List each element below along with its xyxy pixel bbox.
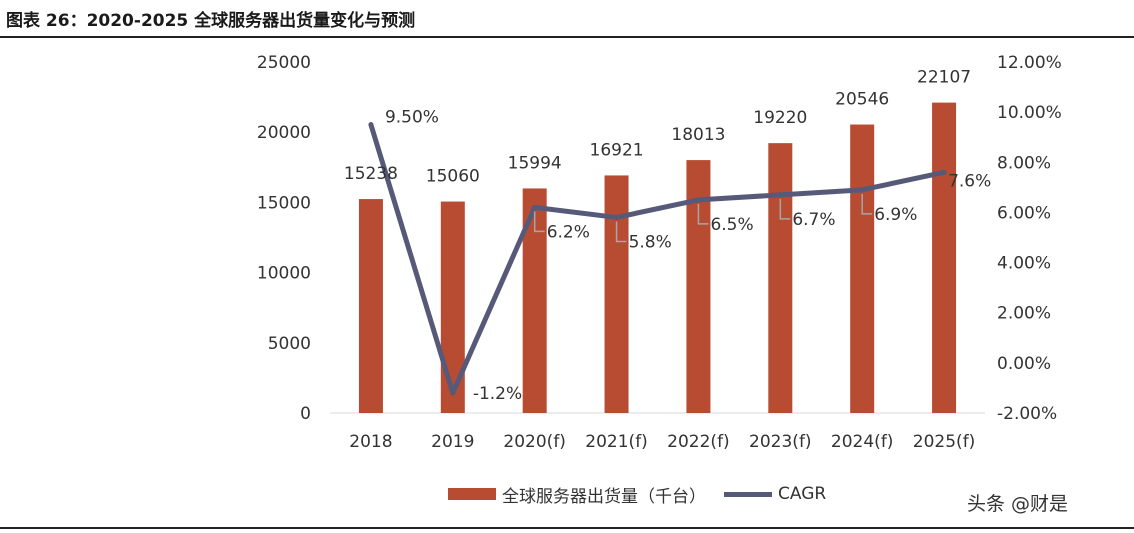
cagr-point [695,197,701,203]
cagr-line [368,122,947,396]
bar [932,102,957,413]
right-axis-tick-label: 6.00% [997,203,1051,223]
x-axis-tick-label: 2019 [431,432,474,452]
label-leader-line [615,221,627,243]
x-axis-tick-label: 2024(f) [831,432,894,452]
legend-line-swatch [724,491,772,497]
cagr-value-label: 6.9% [874,205,917,225]
right-axis-tick-label: 8.00% [997,153,1051,173]
top-divider [0,36,1134,38]
right-axis-tick-label: 4.00% [997,254,1051,274]
x-axis-tick-label: 2023(f) [749,432,812,452]
legend-bar-swatch [448,488,496,500]
bar [850,124,875,414]
bar-value-label: 20546 [835,90,889,110]
cagr-value-label: 6.2% [547,222,590,242]
cagr-point [532,204,538,210]
cagr-value-label: 9.50% [385,108,439,128]
cagr-point [368,122,374,128]
cagr-value-label: 7.6% [948,171,991,191]
cagr-value-label: 6.5% [710,215,753,235]
legend-bar-label: 全球服务器出货量（千台） [502,486,706,507]
cagr-point [450,390,456,396]
bar [440,201,465,413]
bar-value-label: 15994 [508,153,562,173]
right-axis-tick-label: 0.00% [997,354,1051,374]
legend: 全球服务器出货量（千台） CAGR [448,482,827,507]
left-axis-tick-label: 0 [300,404,311,424]
cagr-point [614,214,620,220]
left-axis-tick-label: 25000 [257,53,311,73]
label-leader-line [861,193,873,215]
cagr-value-label: 5.8% [629,232,672,252]
x-axis-tick-label: 2021(f) [585,432,648,452]
bar [768,143,793,414]
cagr-value-label: -1.2% [473,384,522,404]
bar-value-label: 16921 [590,140,644,160]
cagr-point [859,187,865,193]
x-axis-tick-label: 2018 [349,432,392,452]
legend-line-label: CAGR [778,484,827,504]
left-axis-tick-label: 10000 [257,264,311,284]
bar-value-label: 15238 [344,164,398,184]
left-axis-tick-label: 20000 [257,123,311,143]
cagr-point [941,169,947,175]
label-leader-line [779,198,791,220]
chart-title: 图表 26：2020-2025 全球服务器出货量变化与预测 [6,11,416,31]
bar-value-label: 15060 [426,167,480,187]
x-axis-tick-label: 2025(f) [913,432,976,452]
x-axis-tick-label: 2022(f) [667,432,730,452]
label-leader-line [697,203,709,225]
bar [358,199,383,413]
right-axis-tick-label: -2.00% [997,404,1057,424]
left-axis-tick-label: 15000 [257,193,311,213]
right-axis-tick-label: 2.00% [997,304,1051,324]
x-axis-tick-label: 2020(f) [503,432,566,452]
left-axis-tick-label: 5000 [268,334,311,354]
right-axis-tick-label: 10.00% [997,103,1062,123]
cagr-value-label: 6.7% [792,210,835,230]
bar-value-label: 22107 [917,68,971,88]
chart-area: 0 5000 10000 15000 20000 25000 -2.00% 0.00% 2.00… [257,53,1062,452]
cagr-point [777,192,783,198]
bottom-divider [0,527,1134,529]
bar-value-label: 19220 [753,108,807,128]
label-leader-line [533,211,545,233]
bar-value-label: 18013 [671,125,725,145]
watermark: 头条 @财是 [967,493,1069,515]
right-axis-tick-label: 12.00% [997,53,1062,73]
bar [604,175,629,413]
